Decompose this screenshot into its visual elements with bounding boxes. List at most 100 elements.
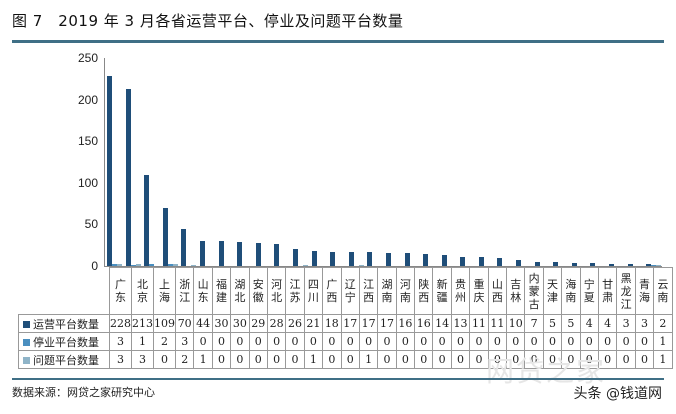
bar <box>144 175 150 266</box>
table-cell: 2 <box>653 314 673 333</box>
bar-group <box>532 58 551 266</box>
category-label: 四川 <box>303 267 324 315</box>
category-label: 海南 <box>561 267 581 315</box>
table-cell: 0 <box>524 332 544 351</box>
bar-group <box>625 58 644 266</box>
table-cell: 0 <box>469 332 489 351</box>
category-label: 浙江 <box>174 267 195 315</box>
table-cell: 0 <box>597 332 618 351</box>
table-cell: 0 <box>561 332 581 351</box>
bar-group <box>476 58 495 266</box>
y-tick-label: 50 <box>84 217 98 232</box>
table-cell: 28 <box>266 314 287 333</box>
table-row: 问题平台数量 3 3 0 2 1 0 0 0 0 0 1 0 0 1 0 0 0 0 0 0 0 0 0 0 0 0 0 0 0 1 <box>18 350 673 369</box>
bar-group <box>160 58 179 266</box>
bar <box>367 251 373 266</box>
table-cell: 1 <box>303 350 324 369</box>
bar-group <box>513 58 532 266</box>
y-tick-label: 250 <box>77 51 98 65</box>
table-cell: 3 <box>109 332 132 351</box>
table-cell: 17 <box>340 314 360 333</box>
bar <box>237 241 243 266</box>
table-cell: 0 <box>285 332 305 351</box>
legend-entry: 问题平台数量 <box>18 350 110 369</box>
table-cell: 0 <box>506 332 526 351</box>
table-cell: 0 <box>377 350 397 369</box>
table-cell: 0 <box>322 332 342 351</box>
bar <box>130 265 136 266</box>
table-cell: 0 <box>248 332 268 351</box>
legend-entry: 运营平台数量 <box>18 314 110 333</box>
bar <box>590 262 596 266</box>
bar-group <box>569 58 588 266</box>
bar <box>404 252 410 266</box>
bar <box>348 251 354 266</box>
table-cell: 0 <box>358 332 379 351</box>
category-label: 广西 <box>322 267 342 315</box>
bar <box>191 265 197 266</box>
table-cell: 17 <box>358 314 379 333</box>
top-divider <box>12 40 664 43</box>
table-cell: 0 <box>193 332 213 351</box>
category-label: 吉林 <box>506 267 526 315</box>
bar-group <box>290 58 309 266</box>
table-cell: 0 <box>542 332 563 351</box>
category-label: 江苏 <box>285 267 305 315</box>
table-cell: 1 <box>358 350 379 369</box>
data-table: 广东北京上海浙江山东福建湖北安徽河北江苏四川广西辽宁江西湖南河南陕西新疆贵州重庆… <box>18 267 673 369</box>
bar <box>199 241 205 266</box>
table-cell: 5 <box>561 314 581 333</box>
bar <box>571 262 577 266</box>
table-cell: 4 <box>597 314 618 333</box>
bar-group <box>197 58 216 266</box>
table-cell: 0 <box>211 350 232 369</box>
table-cell: 0 <box>303 332 324 351</box>
table-cell: 0 <box>432 350 452 369</box>
bar-group <box>439 58 458 266</box>
table-cell: 3 <box>131 350 154 369</box>
category-label: 湖南 <box>377 267 397 315</box>
bar-group <box>457 58 476 266</box>
bar <box>218 241 224 266</box>
bar-group <box>141 58 160 266</box>
bar-group <box>402 58 421 266</box>
bottom-divider <box>12 378 664 380</box>
y-tick-label: 150 <box>77 134 98 149</box>
table-cell: 1 <box>131 332 154 351</box>
table-cell: 13 <box>450 314 471 333</box>
bar <box>167 263 173 266</box>
table-cell: 0 <box>524 350 544 369</box>
table-cell: 10 <box>506 314 526 333</box>
bar-group <box>234 58 253 266</box>
table-cell: 213 <box>131 314 154 333</box>
table-cell: 0 <box>266 350 287 369</box>
category-label: 上海 <box>153 267 176 315</box>
table-cell: 0 <box>211 332 232 351</box>
table-cell: 70 <box>174 314 195 333</box>
category-label: 江西 <box>358 267 379 315</box>
category-label: 安徽 <box>248 267 268 315</box>
table-cell: 1 <box>653 350 673 369</box>
table-cell: 30 <box>211 314 232 333</box>
bar-groups <box>104 58 662 266</box>
bar-group <box>494 58 513 266</box>
category-label: 陕西 <box>414 267 434 315</box>
bar <box>330 251 336 266</box>
table-cell: 228 <box>109 314 132 333</box>
category-label: 山东 <box>193 267 213 315</box>
table-cell: 16 <box>395 314 416 333</box>
table-cell: 1 <box>653 332 673 351</box>
bar-group <box>346 58 365 266</box>
category-label: 甘肃 <box>597 267 618 315</box>
bar-group <box>606 58 625 266</box>
bar-group <box>123 58 142 266</box>
bar <box>497 257 503 266</box>
table-cell: 7 <box>524 314 544 333</box>
table-cell: 3 <box>634 314 655 333</box>
bar <box>478 256 484 266</box>
table-cell: 5 <box>542 314 563 333</box>
category-label: 内蒙古 <box>524 267 544 315</box>
table-cell: 0 <box>340 350 360 369</box>
category-label: 辽宁 <box>340 267 360 315</box>
bar-group <box>309 58 328 266</box>
